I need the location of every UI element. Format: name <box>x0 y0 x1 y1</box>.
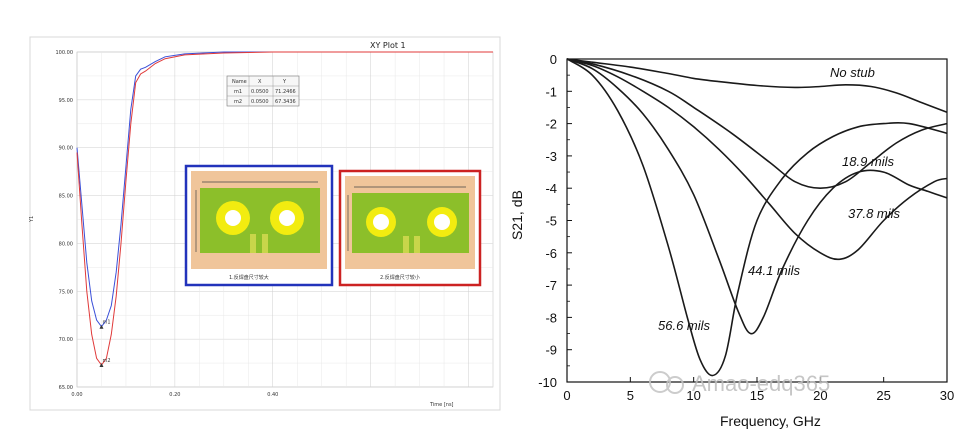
right-y-tick-label: -6 <box>545 246 557 261</box>
left-y-tick-label: 90.00 <box>59 146 73 152</box>
inset1-caption: 1.反焊盘尺寸较大 <box>229 274 269 281</box>
annotation-no-stub: No stub <box>830 65 875 80</box>
left-marker-label-m2: m2 <box>102 358 110 364</box>
right-x-tick-label: 25 <box>876 388 890 403</box>
left-y-tick-label: 75.00 <box>59 289 73 295</box>
right-y-tick-label: -4 <box>545 181 557 196</box>
right-y-tick-label: -10 <box>538 375 557 390</box>
right-series-line-56-6-mils <box>566 58 948 377</box>
left-y-tick-labels: 100.00 95.00 90.00 85.00 80.00 75.00 70.00 65.0… <box>56 50 74 391</box>
inset2-caption: 2.反焊盘尺寸较小 <box>380 274 420 281</box>
left-x-tick-label: 0.20 <box>169 392 180 398</box>
marker-table-header-x: X <box>258 79 262 85</box>
left-x-axis-label: Time [ns] <box>429 402 454 408</box>
right-x-tick-label: 20 <box>813 388 827 403</box>
right-axis-ticks <box>566 58 948 383</box>
right-x-tick-label: 30 <box>940 388 954 403</box>
right-s21-plot: 0 -1 -2 -3 -4 -5 -6 -7 -8 -9 -10 0 5 10 15 20 25 30 Freq… <box>509 52 954 429</box>
right-y-tick-label: 0 <box>550 52 557 67</box>
left-xy-plot: XY Plot 1 100.00 95.00 90.00 85.00 80.00 75.0… <box>29 36 501 411</box>
right-y-tick-labels: 0 -1 -2 -3 -4 -5 -6 -7 -8 -9 -10 <box>538 52 557 390</box>
left-y-tick-label: 80.00 <box>59 241 73 247</box>
inset-large-antipad: 1.反焊盘尺寸较大 <box>184 164 334 287</box>
left-series-group <box>76 51 493 366</box>
left-y-axis-label: Y1 <box>29 216 35 223</box>
left-series-line-m1 <box>76 51 493 328</box>
left-x-tick-label: 0.00 <box>71 392 82 398</box>
right-x-tick-label: 15 <box>750 388 764 403</box>
right-y-tick-label: -5 <box>545 214 557 229</box>
watermark: Amao-edq365 <box>649 371 830 396</box>
annotation-37-8-mils: 37.8 mils <box>848 206 901 221</box>
right-series-line-37-8-mils <box>566 58 948 261</box>
right-y-tick-label: -3 <box>545 149 557 164</box>
marker-table-row1-y: 71.2466 <box>275 89 296 95</box>
right-y-tick-label: -2 <box>545 117 557 132</box>
left-y-tick-label: 100.00 <box>56 50 74 56</box>
right-y-tick-label: -9 <box>545 343 557 358</box>
right-x-tick-labels: 0 5 10 15 20 25 30 <box>563 388 954 403</box>
watermark-text: Amao-edq365 <box>692 371 830 396</box>
left-y-tick-label: 70.00 <box>59 337 73 343</box>
left-plot-title: XY Plot 1 <box>370 41 406 50</box>
right-y-tick-label: -8 <box>545 310 557 325</box>
right-x-tick-label: 10 <box>686 388 700 403</box>
left-y-tick-label: 65.00 <box>59 385 73 391</box>
left-marker-point-m1 <box>99 324 104 329</box>
right-y-tick-label: -7 <box>545 278 557 293</box>
marker-table-row2-name: m2 <box>234 99 242 105</box>
left-marker-label-m1: m1 <box>102 320 110 326</box>
left-x-tick-labels: 0.00 0.20 0.40 <box>71 392 278 398</box>
marker-table-row1-name: m1 <box>234 89 242 95</box>
left-series-line-m2 <box>76 51 493 366</box>
marker-table: Name X Y m1 0.0500 71.2466 m2 0.0500 67.… <box>226 75 300 107</box>
right-x-axis-label: Frequency, GHz <box>720 413 821 429</box>
right-series-group <box>566 58 948 377</box>
left-marker-labels: m1 m2 <box>99 320 111 367</box>
right-series-line-18-9-mils <box>566 58 948 190</box>
marker-table-row2-y: 67.3436 <box>275 99 296 105</box>
left-y-tick-label: 85.00 <box>59 194 73 200</box>
annotation-56-6-mils: 56.6 mils <box>658 318 711 333</box>
marker-table-row1-x: 0.0500 <box>251 89 269 95</box>
right-y-tick-label: -1 <box>545 84 557 99</box>
left-marker-point-m2 <box>99 362 104 367</box>
annotation-44-1-mils: 44.1 mils <box>748 263 801 278</box>
watermark-logo-icon <box>649 371 671 393</box>
inset-small-antipad: 2.反焊盘尺寸较小 <box>338 169 482 287</box>
marker-table-header-y: Y <box>282 79 287 85</box>
annotation-18-9-mils: 18.9 mils <box>842 154 895 169</box>
right-series-line-44-1-mils <box>566 58 948 335</box>
right-series-line-no-stub <box>566 58 948 114</box>
left-x-tick-label: 0.40 <box>267 392 278 398</box>
left-y-tick-label: 95.00 <box>59 98 73 104</box>
marker-table-row2-x: 0.0500 <box>251 99 269 105</box>
right-y-axis-label: S21, dB <box>509 190 525 240</box>
marker-table-frame <box>226 75 300 107</box>
marker-table-header-name: Name <box>232 79 247 85</box>
right-x-tick-label: 0 <box>563 388 570 403</box>
right-x-tick-label: 5 <box>627 388 634 403</box>
